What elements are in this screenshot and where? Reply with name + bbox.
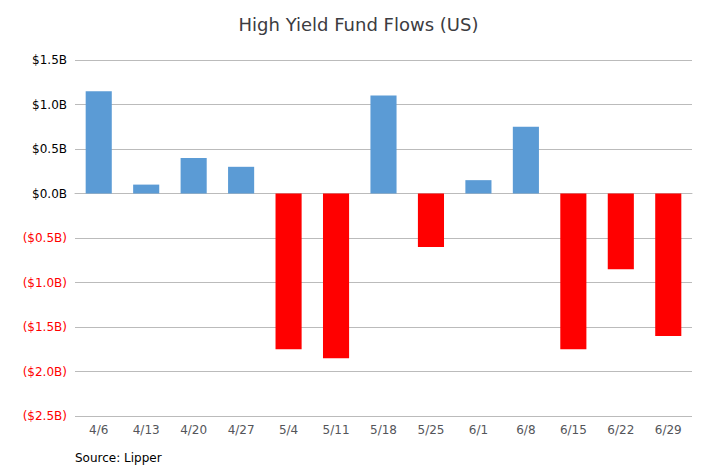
svg-text:4/13: 4/13	[133, 423, 160, 437]
svg-text:6/1: 6/1	[469, 423, 488, 437]
svg-text:6/29: 6/29	[655, 423, 682, 437]
svg-text:($1.0B): ($1.0B)	[23, 276, 67, 290]
svg-text:5/18: 5/18	[370, 423, 397, 437]
svg-text:Source: Lipper: Source: Lipper	[75, 451, 162, 465]
svg-text:4/27: 4/27	[228, 423, 255, 437]
svg-text:6/22: 6/22	[607, 423, 634, 437]
svg-text:$0.0B: $0.0B	[32, 187, 67, 201]
svg-text:5/25: 5/25	[417, 423, 444, 437]
svg-text:$1.5B: $1.5B	[32, 53, 67, 67]
svg-text:$1.0B: $1.0B	[32, 98, 67, 112]
svg-text:High Yield Fund Flows (US): High Yield Fund Flows (US)	[239, 14, 479, 35]
svg-text:5/11: 5/11	[323, 423, 350, 437]
svg-text:4/20: 4/20	[180, 423, 207, 437]
svg-text:($1.5B): ($1.5B)	[23, 320, 67, 334]
svg-text:($2.5B): ($2.5B)	[23, 409, 67, 423]
svg-text:6/15: 6/15	[560, 423, 587, 437]
svg-text:4/6: 4/6	[89, 423, 108, 437]
svg-text:($2.0B): ($2.0B)	[23, 365, 67, 379]
svg-text:5/4: 5/4	[279, 423, 298, 437]
svg-text:$0.5B: $0.5B	[32, 142, 67, 156]
svg-text:($0.5B): ($0.5B)	[23, 231, 67, 245]
svg-text:6/8: 6/8	[516, 423, 535, 437]
